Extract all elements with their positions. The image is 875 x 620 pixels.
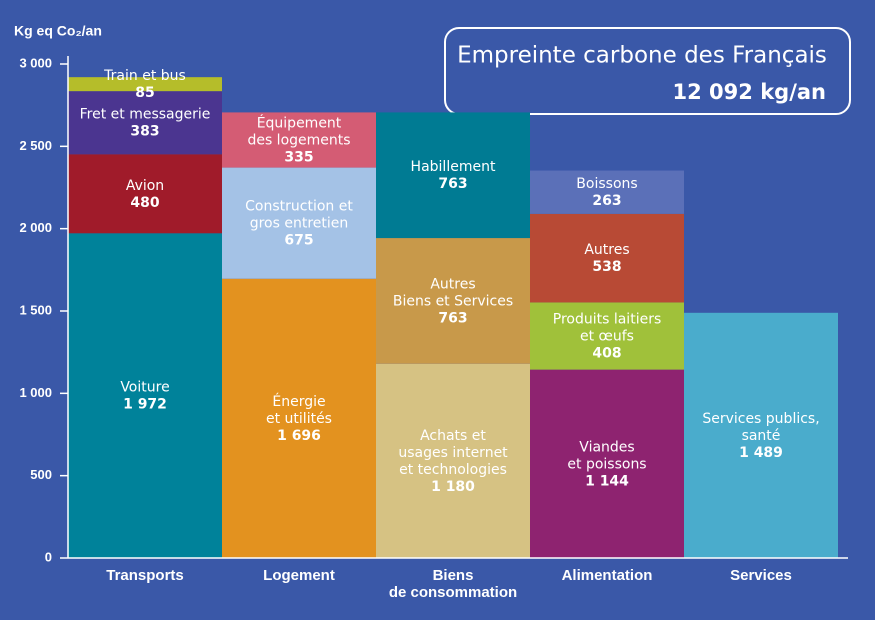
chart-title: Empreinte carbone des Français — [457, 43, 827, 69]
bar-segment — [530, 369, 684, 558]
segment-label: Boissons — [576, 176, 637, 192]
value-label: 335 — [284, 149, 313, 165]
value-label: 85 — [135, 85, 154, 101]
bar-segment — [68, 233, 222, 558]
segment-label: Construction et gros entretien — [245, 199, 353, 232]
y-tick-label: 1 500 — [19, 302, 52, 317]
chart-subtitle: 12 092 kg/an — [673, 80, 826, 104]
value-label: 675 — [284, 233, 313, 249]
segment-label: Fret et messagerie — [80, 107, 211, 123]
value-label: 763 — [438, 310, 467, 326]
value-label: 1 696 — [277, 428, 321, 444]
x-tick-label: Transports — [106, 567, 184, 584]
value-label: 1 180 — [431, 479, 475, 495]
bar-segment — [222, 112, 376, 168]
bar-segment — [530, 213, 684, 303]
value-label: 383 — [130, 124, 159, 140]
y-tick-label: 1 000 — [19, 385, 52, 400]
x-tick-label: Biens de consommation — [389, 567, 517, 601]
segment-label: Services publics, santé — [702, 411, 819, 444]
segment-label: Avion — [126, 178, 164, 194]
segment-label: Autres — [584, 242, 629, 258]
value-label: 408 — [592, 346, 621, 362]
segment-label: Produits laitiers et œufs — [553, 312, 662, 345]
bar-segment — [68, 91, 222, 155]
bar-segment — [376, 363, 530, 558]
segment-label: Achats et usages internet et technologies — [398, 428, 508, 478]
segment-label: Voiture — [120, 380, 169, 396]
bar-segment — [376, 238, 530, 364]
bar-segment — [530, 170, 684, 214]
segment-label: Équipement des logements — [247, 114, 350, 148]
value-label: 763 — [438, 176, 467, 192]
bar-segment — [530, 302, 684, 370]
bar-segment — [376, 112, 530, 239]
bar-segment — [68, 77, 222, 92]
segment-label: Autres Biens et Services — [393, 276, 513, 309]
y-axis-label: Kg eq Co₂/an — [14, 23, 102, 39]
value-label: 1 144 — [585, 473, 629, 489]
bar-segment — [222, 278, 376, 558]
x-tick-label: Alimentation — [562, 567, 653, 584]
value-label: 1 489 — [739, 445, 783, 461]
segment-label: Train et bus — [103, 68, 186, 84]
y-tick-label: 2 000 — [19, 220, 52, 235]
y-tick-label: 500 — [30, 467, 52, 482]
y-tick-label: 2 500 — [19, 138, 52, 153]
title-box — [444, 27, 851, 115]
bar-segment — [222, 167, 376, 279]
value-label: 480 — [130, 195, 159, 211]
x-tick-label: Services — [730, 567, 792, 584]
value-label: 263 — [592, 193, 621, 209]
bar-segment — [684, 312, 838, 558]
value-label: 538 — [592, 259, 621, 275]
y-tick-label: 3 000 — [19, 55, 52, 70]
value-label: 1 972 — [123, 397, 167, 413]
segment-label: Habillement — [411, 159, 496, 175]
x-tick-label: Logement — [263, 567, 335, 584]
bar-segment — [68, 154, 222, 234]
segment-label: Viandes et poissons — [567, 439, 646, 472]
y-tick-label: 0 — [45, 549, 52, 564]
segment-label: Énergie et utilités — [266, 393, 332, 427]
